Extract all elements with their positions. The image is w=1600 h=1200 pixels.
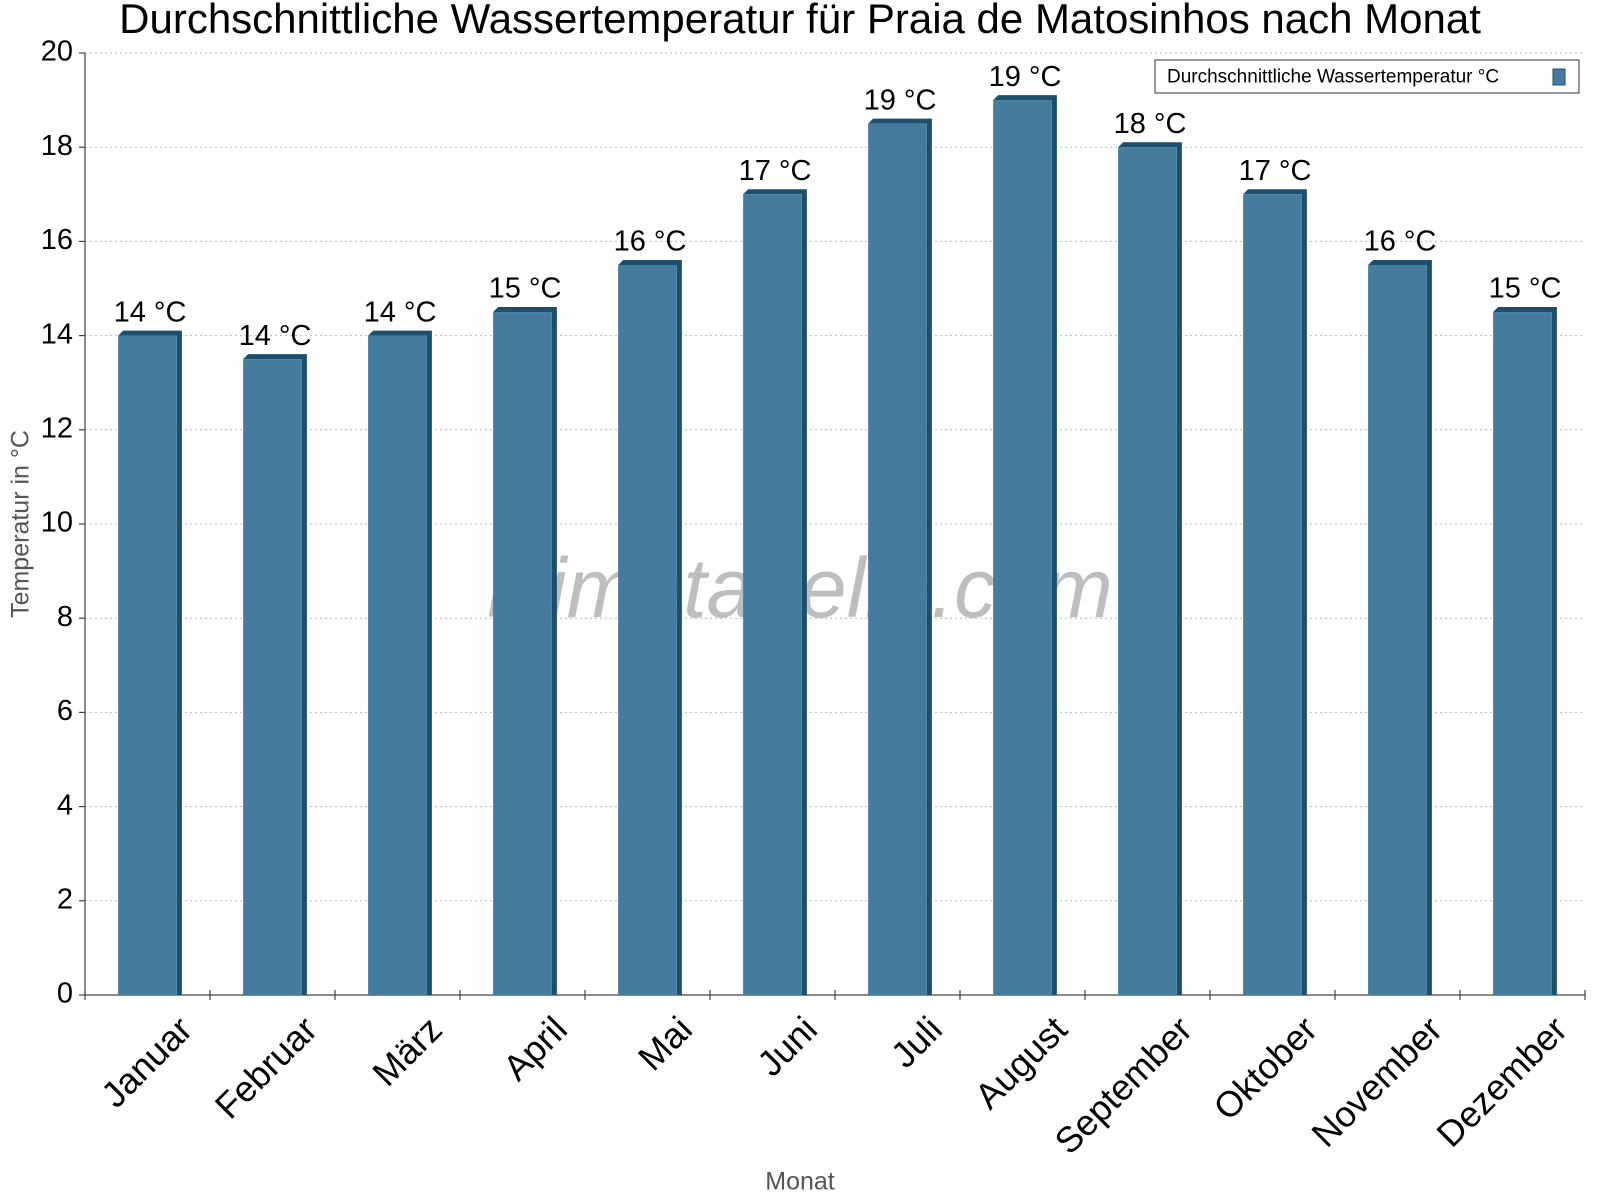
x-tick-label: Februar <box>207 1008 325 1126</box>
bar <box>118 335 177 996</box>
y-axis-label: Temperatur in °C <box>7 430 35 618</box>
bar <box>493 312 552 995</box>
bar <box>618 264 677 995</box>
y-tick-label: 2 <box>57 883 73 915</box>
data-label: 14 °C <box>364 296 437 328</box>
bar <box>868 123 927 995</box>
y-tick-label: 12 <box>41 412 73 444</box>
chart-title: Durchschnittliche Wassertemperatur für P… <box>119 0 1481 42</box>
legend-box <box>1154 59 1580 94</box>
x-tick-label: Mai <box>630 1008 700 1078</box>
data-label: 19 °C <box>864 84 937 116</box>
bar <box>1368 264 1427 995</box>
bar <box>243 359 302 995</box>
data-label: 17 °C <box>1239 155 1312 187</box>
data-label: 14 °C <box>239 320 312 352</box>
y-tick-label: 6 <box>57 695 73 727</box>
y-tick-label: 10 <box>41 507 73 539</box>
y-tick-label: 8 <box>57 601 73 633</box>
x-axis-label: Monat <box>765 1168 835 1196</box>
data-label: 19 °C <box>989 61 1062 93</box>
x-tick-label: August <box>967 1008 1075 1116</box>
data-label: 15 °C <box>1489 273 1562 305</box>
y-tick-label: 18 <box>41 130 73 162</box>
bar <box>993 100 1052 996</box>
x-tick-label: Oktober <box>1205 1008 1325 1128</box>
bar <box>368 335 427 996</box>
data-label: 16 °C <box>614 226 687 258</box>
data-label: 14 °C <box>114 296 187 328</box>
x-tick-label: April <box>495 1008 575 1088</box>
x-tick-label: Juli <box>883 1008 950 1075</box>
data-label: 15 °C <box>489 273 562 305</box>
x-tick-label: Juni <box>749 1008 825 1084</box>
x-tick-label: November <box>1303 1008 1449 1154</box>
x-tick-label: März <box>364 1008 450 1094</box>
x-tick-label: September <box>1046 1008 1200 1162</box>
y-tick-label: 16 <box>41 224 73 256</box>
y-tick-label: 20 <box>41 36 73 68</box>
data-label: 17 °C <box>739 155 812 187</box>
data-label: 16 °C <box>1364 226 1437 258</box>
y-tick-label: 14 <box>41 318 73 350</box>
bar <box>743 194 802 996</box>
bar <box>1493 312 1552 995</box>
legend-swatch <box>1552 68 1566 86</box>
y-tick-label: 4 <box>57 789 73 821</box>
x-tick-label: Dezember <box>1428 1008 1574 1154</box>
x-tick-label: Januar <box>93 1008 200 1115</box>
legend-label: Durchschnittliche Wassertemperatur °C <box>1167 67 1499 88</box>
bar <box>1243 194 1302 996</box>
y-tick-label: 0 <box>57 978 73 1010</box>
data-label: 18 °C <box>1114 108 1187 140</box>
bar <box>1118 147 1177 995</box>
